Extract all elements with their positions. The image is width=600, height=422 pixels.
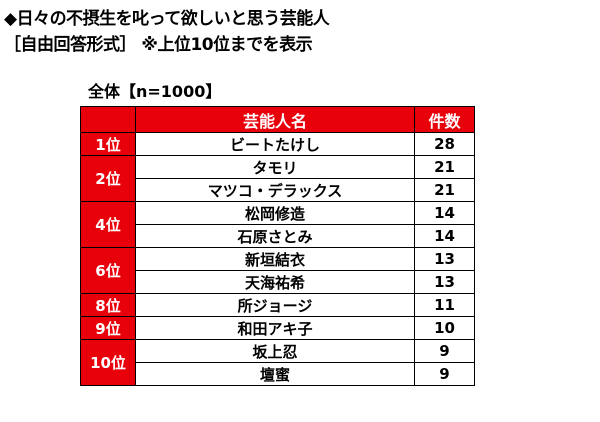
count-cell: 9: [414, 339, 475, 363]
page-subtitle: ［自由回答形式］ ※上位10位までを表示: [4, 35, 313, 55]
count-cell: 21: [414, 178, 475, 202]
table-row: 石原さとみ 14: [81, 224, 475, 248]
header-count: 件数: [414, 106, 475, 133]
count-cell: 14: [414, 224, 475, 248]
count-cell: 9: [414, 362, 475, 386]
count-cell: 10: [414, 316, 475, 340]
celebrity-name-cell: マツコ・デラックス: [135, 178, 415, 202]
rank-cell: 9位: [80, 316, 136, 340]
celebrity-name-cell: タモリ: [135, 155, 415, 179]
ranking-table: 芸能人名 件数 1位 ビートたけし 28 2位 タモリ 21 マツコ・デラックス 21 4位 松岡…: [80, 106, 475, 386]
celebrity-name-cell: 壇蜜: [135, 362, 415, 386]
celebrity-name-cell: 天海祐希: [135, 270, 415, 294]
page-title: ◆日々の不摂生を叱って欲しいと思う芸能人: [4, 9, 330, 29]
count-cell: 11: [414, 293, 475, 317]
count-cell: 14: [414, 201, 475, 225]
table-row: 9位 和田アキ子 10: [80, 316, 475, 340]
rank-cell: 2位: [80, 155, 136, 202]
celebrity-name-cell: 坂上忍: [135, 339, 415, 363]
sample-size-label: 全体【n=1000】: [88, 82, 222, 101]
table-row: 天海祐希 13: [81, 270, 475, 294]
celebrity-name-cell: 新垣結衣: [135, 247, 415, 271]
table-header-row: 芸能人名 件数: [80, 106, 475, 133]
count-cell: 21: [414, 155, 475, 179]
table-row: 1位 ビートたけし 28: [80, 132, 475, 156]
header-rank-blank: [80, 106, 136, 133]
table-row: 4位 松岡修造 14: [80, 201, 475, 248]
celebrity-name-cell: 和田アキ子: [135, 316, 415, 340]
table-row: 壇蜜 9: [81, 362, 475, 386]
count-cell: 13: [414, 270, 475, 294]
count-cell: 13: [414, 247, 475, 271]
celebrity-name-cell: 石原さとみ: [135, 224, 415, 248]
celebrity-name-cell: ビートたけし: [135, 132, 415, 156]
celebrity-name-cell: 松岡修造: [135, 201, 415, 225]
table-row: 6位 新垣結衣 13: [80, 247, 475, 294]
table-row: 10位 坂上忍 9: [80, 339, 475, 386]
table-row: 2位 タモリ 21: [80, 155, 475, 202]
rank-cell: 10位: [80, 339, 136, 386]
table-row: 8位 所ジョージ 11: [80, 293, 475, 317]
count-cell: 28: [414, 132, 475, 156]
ranking-table-body: 1位 ビートたけし 28 2位 タモリ 21 マツコ・デラックス 21 4位 松岡修造 14 石原さと…: [80, 132, 475, 386]
rank-cell: 6位: [80, 247, 136, 294]
rank-cell: 8位: [80, 293, 136, 317]
celebrity-name-cell: 所ジョージ: [135, 293, 415, 317]
table-row: マツコ・デラックス 21: [81, 178, 475, 202]
header-name: 芸能人名: [135, 106, 415, 133]
rank-cell: 4位: [80, 201, 136, 248]
rank-cell: 1位: [80, 132, 136, 156]
